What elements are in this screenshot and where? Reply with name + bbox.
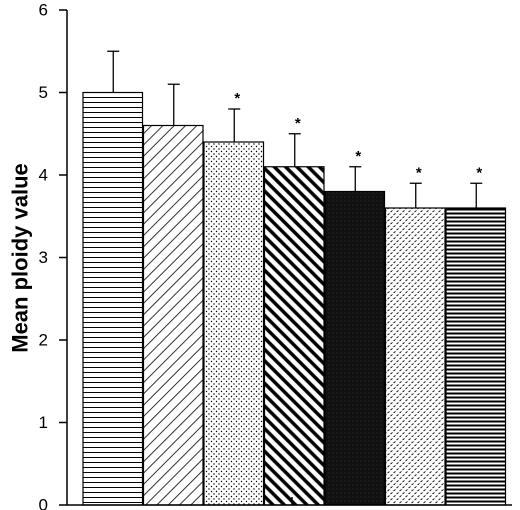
significance-marker: * — [234, 90, 240, 107]
y-tick-label: 5 — [39, 83, 48, 102]
significance-layer: * * * * * — [234, 90, 482, 181]
significance-marker: * — [476, 164, 482, 181]
y-tick-label: 1 — [39, 413, 48, 432]
y-tick-label: 3 — [39, 248, 48, 267]
significance-marker: * — [355, 148, 361, 165]
x-axis — [67, 497, 512, 506]
significance-marker: * — [295, 115, 301, 132]
bar — [384, 207, 446, 506]
significance-marker: * — [416, 164, 422, 181]
y-ticks: 0 1 2 3 4 5 6 — [39, 1, 67, 510]
y-tick-label: 6 — [39, 1, 48, 20]
bar — [142, 124, 204, 506]
y-axis-title: Mean ploidy value — [8, 163, 33, 353]
y-tick-label: 4 — [39, 166, 48, 185]
bar — [203, 141, 265, 506]
error-bars-layer — [107, 50, 483, 208]
y-axis: 0 1 2 3 4 5 6 — [39, 1, 68, 510]
bars-layer — [82, 91, 507, 506]
bar — [445, 207, 507, 506]
bar — [82, 91, 144, 506]
y-tick-label: 0 — [39, 496, 48, 510]
y-tick-label: 2 — [39, 331, 48, 350]
bar — [263, 166, 325, 506]
bar — [324, 190, 386, 506]
